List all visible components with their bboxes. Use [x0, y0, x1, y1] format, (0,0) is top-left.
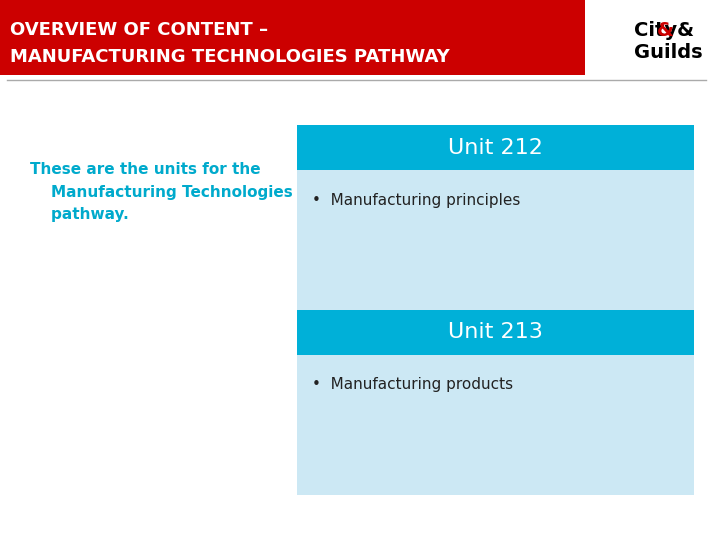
Text: &: & [657, 21, 674, 39]
FancyBboxPatch shape [297, 170, 693, 310]
Text: These are the units for the: These are the units for the [30, 163, 261, 178]
Text: •  Manufacturing principles: • Manufacturing principles [312, 192, 521, 207]
Text: pathway.: pathway. [30, 206, 128, 221]
Text: Unit 213: Unit 213 [448, 322, 543, 342]
FancyBboxPatch shape [0, 0, 585, 75]
Text: OVERVIEW OF CONTENT –: OVERVIEW OF CONTENT – [10, 21, 268, 39]
Text: City&: City& [634, 21, 694, 39]
FancyBboxPatch shape [297, 125, 693, 170]
Text: MANUFACTURING TECHNOLOGIES PATHWAY: MANUFACTURING TECHNOLOGIES PATHWAY [10, 48, 450, 66]
Text: Unit 212: Unit 212 [448, 138, 543, 158]
Text: Guilds: Guilds [634, 43, 703, 62]
Text: Manufacturing Technologies: Manufacturing Technologies [30, 185, 292, 199]
Text: •  Manufacturing products: • Manufacturing products [312, 377, 513, 393]
FancyBboxPatch shape [297, 310, 693, 355]
FancyBboxPatch shape [297, 355, 693, 495]
